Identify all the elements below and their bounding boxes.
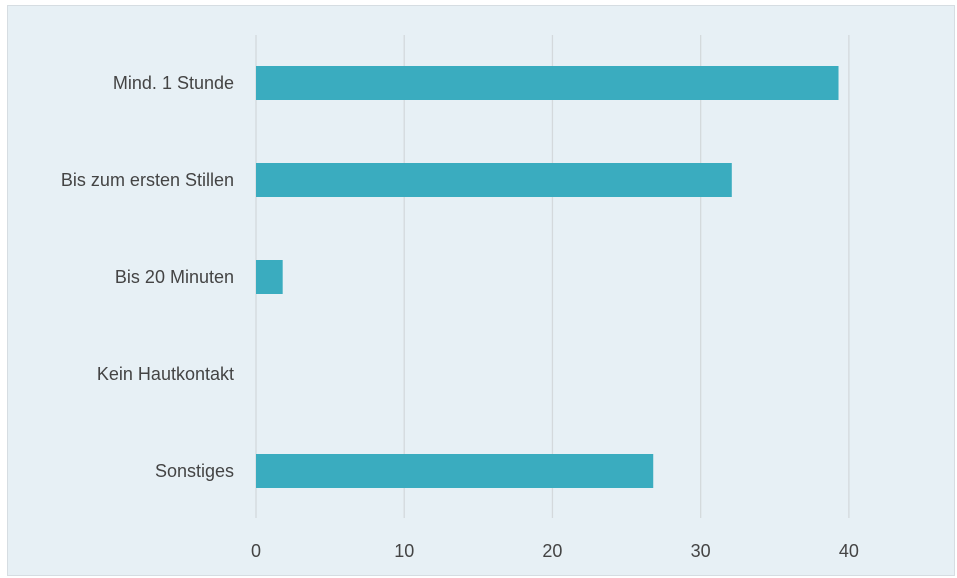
category-label: Bis zum ersten Stillen [61, 170, 234, 190]
category-label: Sonstiges [155, 461, 234, 481]
bar [256, 163, 732, 197]
gridlines [255, 35, 850, 518]
category-label: Mind. 1 Stunde [113, 73, 234, 93]
x-tick-label: 0 [251, 541, 261, 561]
x-tick-label: 10 [394, 541, 414, 561]
x-tick-label: 30 [691, 541, 711, 561]
category-labels: Mind. 1 Stunde Bis zum ersten Stillen Bis … [61, 73, 234, 481]
bars [256, 66, 839, 488]
x-tick-label: 40 [839, 541, 859, 561]
bar [256, 454, 654, 488]
tick-labels: 0 10 20 30 40 [251, 541, 859, 561]
category-label: Bis 20 Minuten [115, 267, 234, 287]
x-tick-label: 20 [542, 541, 562, 561]
category-label: Kein Hautkontakt [97, 364, 234, 384]
bar [256, 66, 839, 100]
bar [256, 260, 283, 294]
